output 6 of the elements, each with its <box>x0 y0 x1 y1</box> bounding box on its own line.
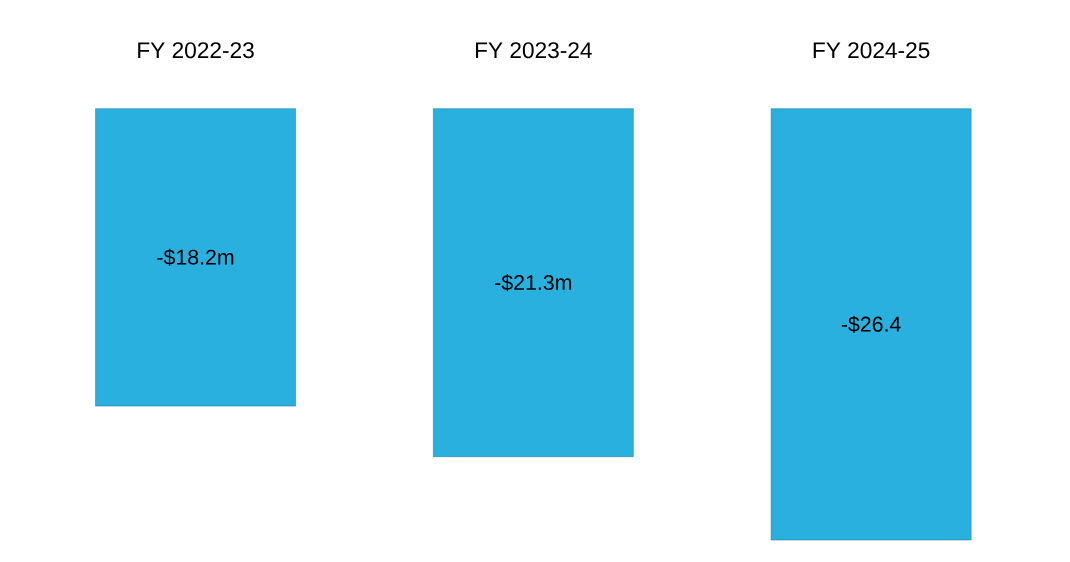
data-label: -$21.3m <box>495 274 572 292</box>
data-label: -$18.2m <box>157 248 234 266</box>
x-tick-label: FY 2023-24 <box>475 42 592 59</box>
x-tick-label: FY 2022-23 <box>138 42 254 59</box>
x-tick-label: FY 2024-25 <box>813 42 930 59</box>
data-label: -$26.4 <box>841 315 901 333</box>
